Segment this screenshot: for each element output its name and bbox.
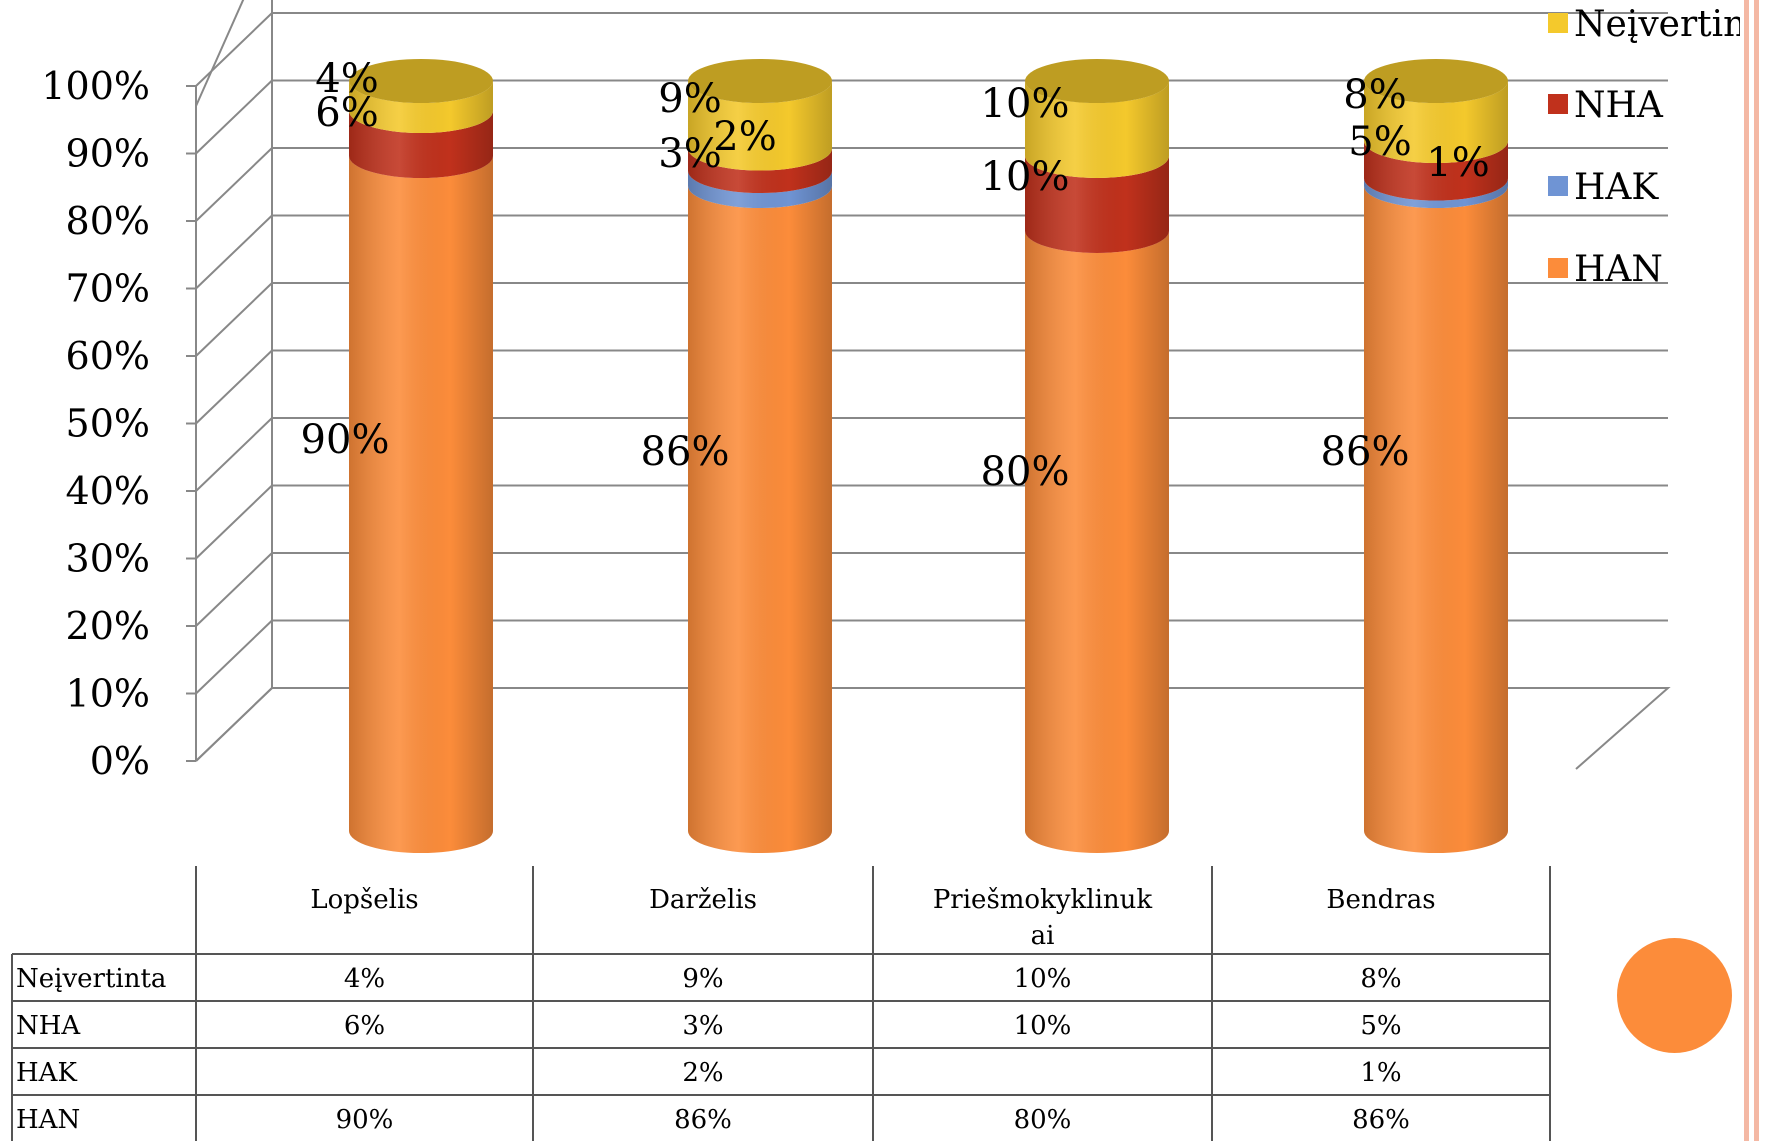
data-label: 4% [315, 56, 378, 102]
data-label: 10% [981, 81, 1070, 127]
bars [349, 59, 1508, 853]
data-table: Lopšelis Darželis Priešmokyklinuk ai Bendras… [11, 866, 1551, 1141]
y-tick-label: 70% [66, 267, 150, 311]
diagonal-gridline [195, 417, 273, 492]
bar-segment-shading [688, 148, 832, 193]
diagonal-gridline [195, 79, 273, 155]
y-tick-label: 100% [41, 64, 150, 108]
table-cell: 10% [1014, 1011, 1072, 1041]
table-cell: 90% [336, 1105, 394, 1135]
bar-segment-shading [349, 156, 493, 853]
table-cell: 3% [682, 1011, 723, 1041]
data-label: 8% [1343, 72, 1406, 118]
data-label: 5% [1348, 119, 1411, 165]
table-header-cell: ai [1031, 921, 1055, 951]
diagonal-gridline [195, 147, 273, 222]
data-label: 80% [981, 449, 1070, 495]
y-tick-label: 20% [66, 604, 150, 648]
bar-segment-shading [688, 81, 832, 171]
decorative-circle [1617, 938, 1732, 1053]
bar-segment-shading [349, 81, 493, 133]
diagonal-gridline [195, 687, 273, 762]
y-tick-label: 50% [66, 402, 150, 446]
diagonal-gridline [195, 619, 273, 695]
data-label: 86% [641, 429, 730, 475]
data-label: 9% [658, 76, 721, 122]
table-header-cell: Darželis [649, 885, 757, 915]
decorative-stripe [1740, 0, 1777, 1141]
table-row-label: Neįvertinta [16, 964, 166, 994]
y-tick-label: 90% [66, 132, 150, 176]
bar-segment-shading [1025, 231, 1169, 853]
diagonal-gridline [195, 349, 273, 425]
table-cell: 1% [1360, 1058, 1401, 1088]
y-tick-label: 30% [66, 537, 150, 581]
y-tick-label: 0% [90, 739, 150, 783]
table-cell: 2% [682, 1058, 723, 1088]
data-label: 86% [1321, 429, 1410, 475]
legend-label: HAN [1574, 249, 1663, 290]
table-header-cell: Bendras [1326, 885, 1435, 915]
table-cell: 6% [344, 1011, 385, 1041]
diagonal-gridline [195, 214, 273, 290]
y-tick-label: 40% [66, 469, 150, 513]
bar-segment-shading [1364, 186, 1508, 853]
bar-top-cap [1364, 59, 1508, 103]
legend-label: HAK [1574, 167, 1659, 208]
y-tick-label: 60% [66, 334, 150, 378]
bar-segment-shading [1364, 141, 1508, 201]
bar-top-cap [349, 59, 493, 103]
data-label: 90% [301, 417, 390, 463]
table-row-label: HAN [16, 1105, 80, 1135]
bar-top-cap [1025, 59, 1169, 103]
bar-segment-shading [688, 171, 832, 208]
legend-swatch [1548, 13, 1568, 33]
diagonal-gridline [195, 12, 273, 87]
legend-swatch [1548, 258, 1568, 278]
table-cell: 8% [1360, 964, 1401, 994]
legend-swatch [1548, 94, 1568, 114]
data-label: 6% [315, 90, 378, 136]
diagonal-gridline [195, 552, 273, 627]
y-tick-label: 10% [66, 672, 150, 716]
bar-lopšelis [349, 59, 493, 853]
table-header-cell: Priešmokyklinuk [933, 885, 1153, 915]
table-cell: 86% [1352, 1105, 1410, 1135]
table-cell: 86% [674, 1105, 732, 1135]
table-header-cell: Lopšelis [310, 885, 418, 915]
data-label: 2% [713, 114, 776, 160]
bar-segment-shading [349, 111, 493, 178]
y-tick-label: 80% [66, 199, 150, 243]
bar-priešmokyklinuk-ai [1025, 59, 1169, 853]
legend-swatch [1548, 176, 1568, 196]
data-label: 3% [658, 131, 721, 177]
diagonal-gridline [195, 282, 273, 357]
table-row-label: NHA [16, 1011, 81, 1041]
diagonal-gridline [195, 484, 273, 560]
bar-segment-shading [1364, 81, 1508, 163]
table-cell: 9% [682, 964, 723, 994]
bar-segment-shading [1025, 81, 1169, 178]
top-diagonal [195, 0, 245, 107]
table-cell: 80% [1014, 1105, 1072, 1135]
bar-darželis [688, 59, 832, 853]
data-label: 1% [1426, 140, 1489, 186]
data-label: 10% [981, 154, 1070, 200]
table-cell: 4% [344, 964, 385, 994]
legend-label: NHA [1574, 85, 1664, 126]
bar-top-cap [688, 59, 832, 103]
bar-segment-shading [1364, 178, 1508, 208]
table-cell: 5% [1360, 1011, 1401, 1041]
bar-bendras [1364, 59, 1508, 853]
bar-segment-shading [688, 186, 832, 853]
bar-segment-shading [1025, 156, 1169, 253]
table-cell: 10% [1014, 964, 1072, 994]
table-row-label: HAK [16, 1058, 77, 1088]
data-labels: 90% 6%4% 86% 2%3% 9% 80% 10% 10% 86% 1% 5%8% [301, 56, 1490, 495]
y-axis: 0% 10% 20% 30% 40% 50% 60% 70% 80% 90% 100% [41, 64, 197, 783]
